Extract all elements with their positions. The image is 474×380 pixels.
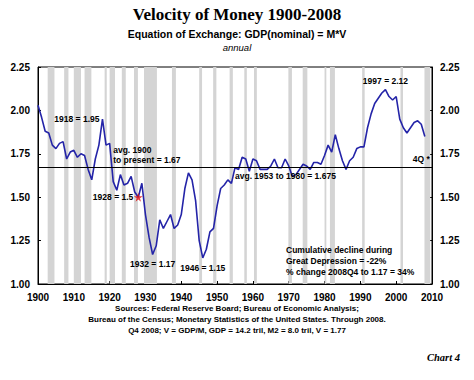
svg-text:1900: 1900 <box>27 292 50 303</box>
svg-text:1.75: 1.75 <box>440 148 460 159</box>
svg-text:1928 = 1.5: 1928 = 1.5 <box>93 192 134 202</box>
svg-text:Great Depression = -22%: Great Depression = -22% <box>286 256 387 266</box>
svg-text:2.25: 2.25 <box>440 62 460 73</box>
svg-text:1.50: 1.50 <box>11 192 31 203</box>
svg-text:to present = 1.67: to present = 1.67 <box>113 155 181 165</box>
svg-text:1.00: 1.00 <box>440 279 460 290</box>
svg-text:2.00: 2.00 <box>440 105 460 116</box>
svg-text:1997 = 2.12: 1997 = 2.12 <box>363 76 408 86</box>
svg-text:1970: 1970 <box>278 292 301 303</box>
svg-text:Sources: Federal Reserve Board: Sources: Federal Reserve Board; Bureau o… <box>115 304 359 313</box>
svg-text:1.50: 1.50 <box>440 192 460 203</box>
svg-text:2.25: 2.25 <box>11 62 31 73</box>
svg-text:1910: 1910 <box>63 292 86 303</box>
svg-text:1918 = 1.95: 1918 = 1.95 <box>54 114 99 124</box>
svg-text:Q4 2008; V = GDP/M, GDP = 14.2: Q4 2008; V = GDP/M, GDP = 14.2 tril, M2 … <box>128 326 346 335</box>
svg-text:1940: 1940 <box>170 292 193 303</box>
svg-text:Equation of Exchange: GDP(nomi: Equation of Exchange: GDP(nominal) = M*V <box>128 28 346 40</box>
svg-text:1.00: 1.00 <box>11 279 31 290</box>
svg-text:2.00: 2.00 <box>11 105 31 116</box>
svg-text:1950: 1950 <box>206 292 229 303</box>
svg-text:Velocity of Money 1900-2008: Velocity of Money 1900-2008 <box>133 5 342 24</box>
svg-text:1.25: 1.25 <box>11 235 31 246</box>
svg-text:1.75: 1.75 <box>11 148 31 159</box>
svg-text:annual: annual <box>223 42 252 53</box>
svg-text:avg. 1900: avg. 1900 <box>113 145 152 155</box>
svg-text:1932 = 1.17: 1932 = 1.17 <box>130 259 175 269</box>
svg-text:1960: 1960 <box>242 292 265 303</box>
svg-text:1.25: 1.25 <box>440 235 460 246</box>
svg-text:1920: 1920 <box>99 292 122 303</box>
svg-text:1980: 1980 <box>313 292 336 303</box>
svg-text:1930: 1930 <box>134 292 157 303</box>
svg-text:2010: 2010 <box>421 292 444 303</box>
svg-text:4Q *: 4Q * <box>413 154 431 164</box>
svg-text:Bureau of the Census; Monetary: Bureau of the Census; Monetary Statistic… <box>88 315 385 324</box>
svg-text:2000: 2000 <box>385 292 408 303</box>
svg-text:Chart 4: Chart 4 <box>427 352 460 363</box>
svg-text:1946 = 1.15: 1946 = 1.15 <box>180 263 225 273</box>
svg-text:% change 2008Q4 to 1.17 = 34%: % change 2008Q4 to 1.17 = 34% <box>286 267 415 277</box>
svg-text:avg. 1953 to 1980 = 1.675: avg. 1953 to 1980 = 1.675 <box>235 171 336 181</box>
svg-text:Cumulative decline during: Cumulative decline during <box>286 245 392 255</box>
svg-text:1990: 1990 <box>349 292 372 303</box>
